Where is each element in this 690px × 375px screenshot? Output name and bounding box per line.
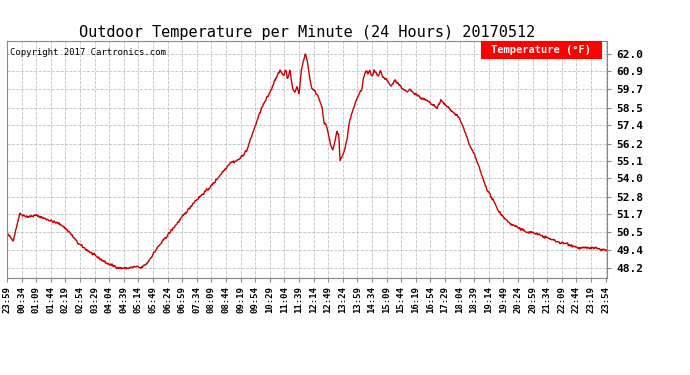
Title: Outdoor Temperature per Minute (24 Hours) 20170512: Outdoor Temperature per Minute (24 Hours… [79,25,535,40]
Text: Copyright 2017 Cartronics.com: Copyright 2017 Cartronics.com [10,48,166,57]
